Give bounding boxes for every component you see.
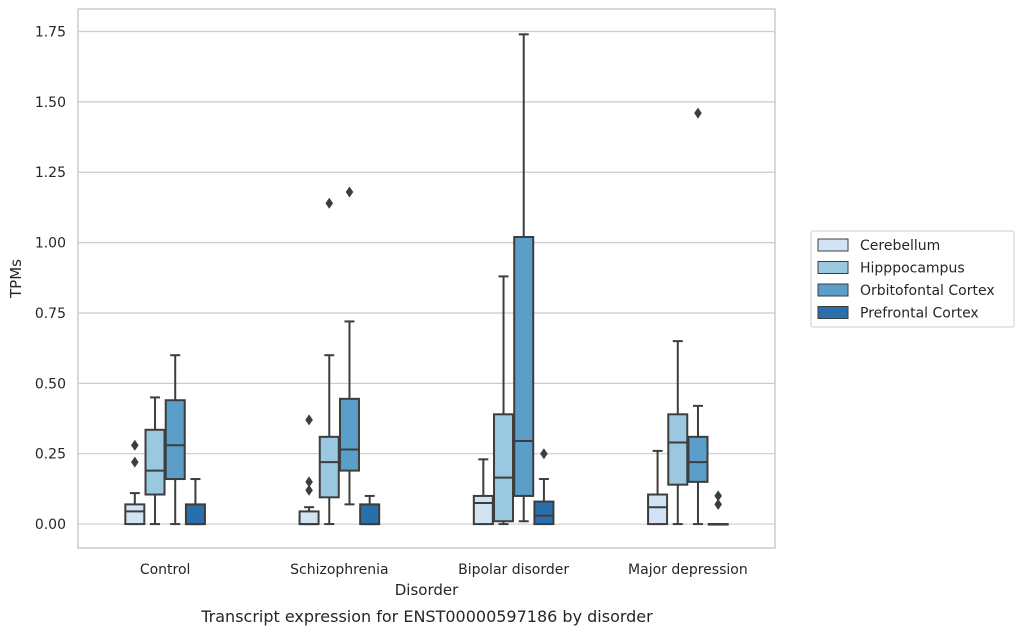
legend-swatch <box>817 306 849 319</box>
box-iqr <box>359 503 381 526</box>
outlier-marker <box>131 456 139 468</box>
outlier-marker <box>325 197 334 209</box>
box-prefrontal-cortex-2 <box>533 448 555 526</box>
box-hipppocampus-1 <box>318 197 340 526</box>
box-iqr <box>144 428 166 496</box>
box-hipppocampus-0 <box>144 396 166 526</box>
x-tick-label: Schizophrenia <box>290 562 388 578</box>
legend-label: Orbitofontal Cortex <box>860 283 995 299</box>
box-hipppocampus-3 <box>667 340 689 526</box>
legend-swatch <box>817 238 849 252</box>
outlier-marker <box>131 439 139 451</box>
box-orbitofontal-cortex-0 <box>164 354 186 526</box>
box-cerebellum-0 <box>124 439 146 526</box>
legend-label: Cerebellum <box>860 238 940 254</box>
outlier-marker <box>305 414 313 426</box>
y-tick-label: 0.50 <box>35 376 66 392</box>
box-iqr <box>164 399 186 481</box>
x-tick-labels: Control Schizophrenia Bipolar disorder Majo… <box>140 562 748 578</box>
box-orbitofontal-cortex-2 <box>513 33 535 523</box>
outlier-marker <box>345 186 354 198</box>
outlier-marker <box>305 476 313 488</box>
box-cerebellum-2 <box>472 458 494 526</box>
outlier-marker <box>694 107 702 119</box>
box-iqr <box>687 435 709 483</box>
outlier-marker <box>305 484 313 496</box>
box-hipppocampus-2 <box>493 275 515 526</box>
x-axis-label: Disorder <box>395 581 459 599</box>
box-cerebellum-3 <box>647 449 669 526</box>
y-tick-label: 1.25 <box>35 165 66 181</box>
box-prefrontal-cortex-1 <box>359 494 381 526</box>
legend-swatch <box>817 261 849 274</box>
y-axis-label: TPMs <box>7 259 25 299</box>
legend-swatch <box>817 283 849 297</box>
box-iqr <box>472 494 494 526</box>
outlier-marker <box>714 498 722 510</box>
box-iqr <box>124 503 146 526</box>
box-orbitofontal-cortex-1 <box>338 186 360 506</box>
x-tick-label: Control <box>140 562 191 578</box>
gridlines <box>78 30 775 525</box>
legend-frame <box>810 230 1015 328</box>
box-iqr <box>667 413 689 486</box>
box-iqr <box>338 397 360 472</box>
y-tick-labels: 0.00 0.25 0.50 0.75 1.00 1.25 1.50 1.75 <box>35 25 66 534</box>
legend-label: Hipppocampus <box>860 261 965 277</box>
box-iqr <box>298 510 320 526</box>
legend-label: Prefrontal Cortex <box>860 306 979 322</box>
box-iqr <box>513 235 535 497</box>
y-tick-label: 1.75 <box>35 25 66 41</box>
box-iqr <box>533 500 555 526</box>
outlier-marker <box>714 490 722 502</box>
box-iqr <box>647 493 669 526</box>
y-tick-label: 0.25 <box>35 447 66 463</box>
chart-caption: Transcript expression for ENST0000059718… <box>200 607 653 626</box>
y-tick-label: 0.75 <box>35 306 66 322</box>
box-orbitofontal-cortex-3 <box>687 107 709 526</box>
box-prefrontal-cortex-3 <box>707 490 729 526</box>
y-tick-label: 0.00 <box>35 517 66 533</box>
box-cerebellum-1 <box>298 414 320 526</box>
plot-frame <box>77 8 776 549</box>
box-iqr <box>318 435 340 499</box>
box-iqr <box>493 413 515 523</box>
legend: Cerebellum Hipppocampus Orbitofontal Corte… <box>810 230 1015 328</box>
box-iqr <box>184 503 206 526</box>
box-prefrontal-cortex-0 <box>184 478 206 526</box>
x-tick-label: Major depression <box>628 562 748 578</box>
boxes <box>124 33 729 526</box>
y-tick-label: 1.00 <box>35 236 66 252</box>
x-tick-label: Bipolar disorder <box>458 562 569 578</box>
y-tick-label: 1.50 <box>35 95 66 111</box>
outlier-marker <box>540 448 548 460</box>
